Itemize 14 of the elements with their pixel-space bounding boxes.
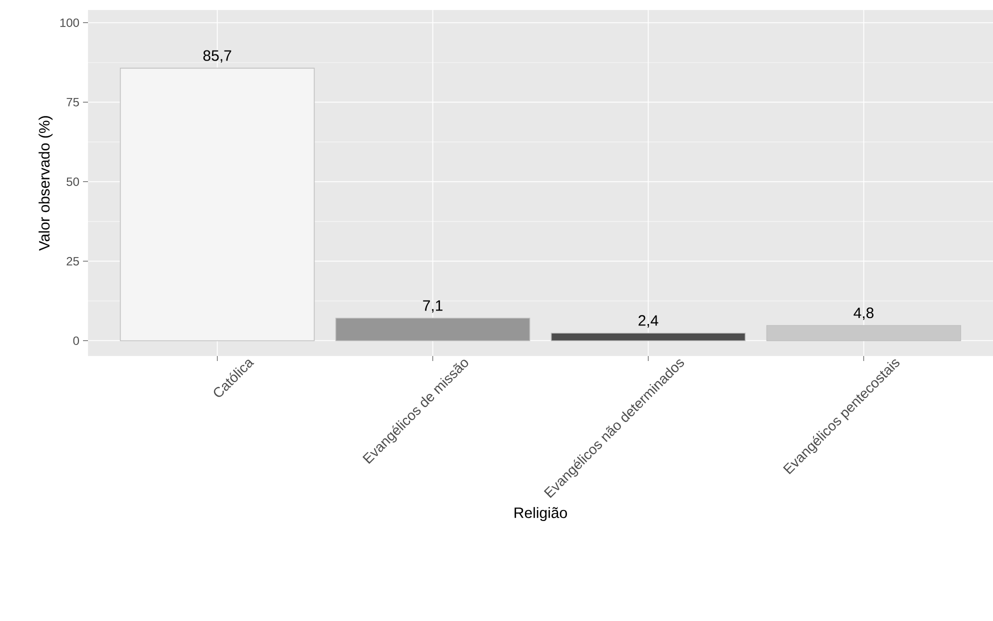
y-tick-label: 50 <box>66 177 80 186</box>
y-axis-title: Valor observado (%) <box>38 116 53 251</box>
x-axis-title: Religião <box>514 507 567 522</box>
bar <box>766 325 962 342</box>
data-label: 85,7 <box>203 50 232 63</box>
data-label: 4,8 <box>854 308 874 320</box>
y-tick-label: 100 <box>60 18 79 27</box>
y-tick-label: 0 <box>73 336 80 345</box>
y-tick-label: 25 <box>66 256 79 266</box>
bar <box>550 332 746 342</box>
y-tick-label: 75 <box>66 98 79 106</box>
data-label: 7,1 <box>423 300 442 313</box>
bar <box>335 318 530 342</box>
data-label: 2,4 <box>638 315 658 328</box>
